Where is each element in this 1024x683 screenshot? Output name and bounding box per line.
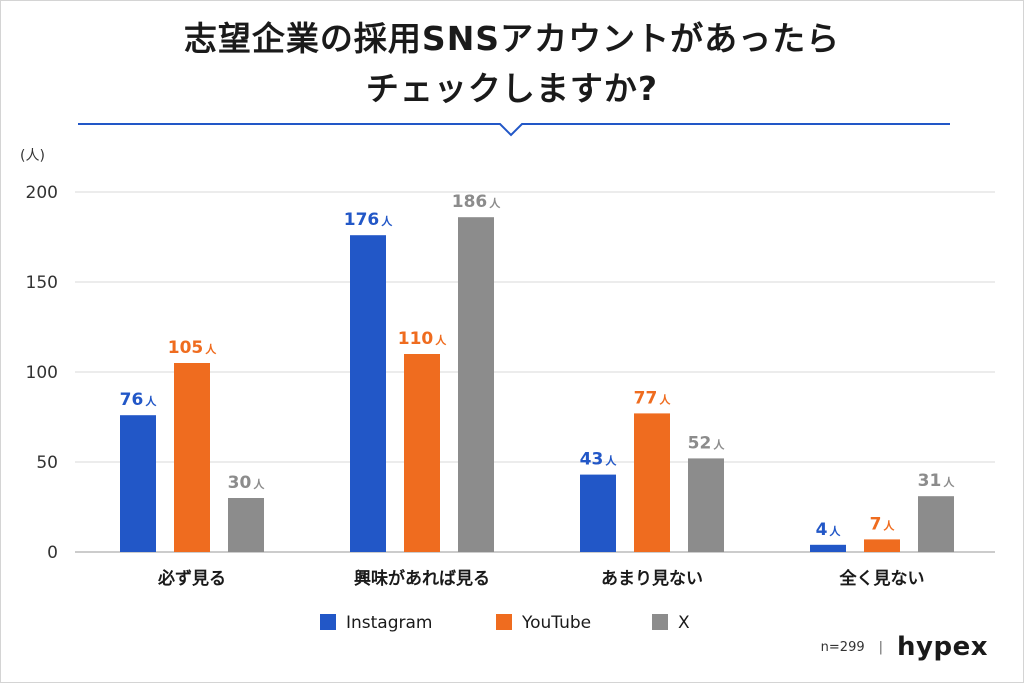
bar-x-2 xyxy=(688,458,724,552)
data-label-youtube-0: 105 人 xyxy=(168,338,218,358)
bar-instagram-1 xyxy=(350,235,386,552)
y-tick-label-200: 200 xyxy=(26,183,58,203)
title-line-1: 志望企業の採用SNSアカウントがあったら xyxy=(183,19,841,58)
bar-youtube-0 xyxy=(174,363,210,552)
y-tick-label-100: 100 xyxy=(26,363,58,383)
legend-label-x: X xyxy=(678,613,690,633)
bar-youtube-1 xyxy=(404,354,440,552)
legend-swatch-instagram xyxy=(320,614,336,630)
chart-title: 志望企業の採用SNSアカウントがあったら チェックしますか? xyxy=(0,14,1024,114)
bar-youtube-2 xyxy=(634,413,670,552)
data-label-instagram-0: 76 人 xyxy=(120,390,158,410)
brand-logo: hypex xyxy=(897,632,988,662)
data-label-x-2: 52 人 xyxy=(688,433,726,453)
bar-instagram-3 xyxy=(810,544,846,552)
bar-x-0 xyxy=(228,498,264,552)
bar-instagram-0 xyxy=(120,415,156,552)
data-label-x-1: 186 人 xyxy=(452,192,502,212)
bar-x-3 xyxy=(918,496,954,552)
y-tick-label-0: 0 xyxy=(47,543,58,563)
data-label-x-0: 30 人 xyxy=(228,473,266,493)
data-label-x-3: 31 人 xyxy=(918,471,956,491)
title-divider xyxy=(78,123,950,137)
legend-swatch-x xyxy=(652,614,668,630)
x-category-label-0: 必ず見る xyxy=(157,568,226,589)
y-axis-unit: (人) xyxy=(20,148,45,164)
bar-x-1 xyxy=(458,217,494,552)
data-label-instagram-2: 43 人 xyxy=(580,450,618,470)
data-label-youtube-1: 110 人 xyxy=(398,329,448,349)
legend-swatch-youtube xyxy=(496,614,512,630)
bar-instagram-2 xyxy=(580,474,616,552)
title-line-2: チェックしますか? xyxy=(365,69,659,108)
data-label-instagram-1: 176 人 xyxy=(344,210,394,230)
x-category-label-3: 全く見ない xyxy=(839,568,925,589)
y-tick-label-50: 50 xyxy=(36,453,58,473)
sample-size: n=299 xyxy=(820,639,865,655)
footer-separator: | xyxy=(878,639,884,655)
data-label-youtube-2: 77 人 xyxy=(634,388,672,408)
y-tick-label-150: 150 xyxy=(26,273,58,293)
x-category-label-2: あまり見ない xyxy=(601,569,703,589)
legend-label-youtube: YouTube xyxy=(521,613,591,633)
footer: n=299 | hypex xyxy=(821,632,988,662)
bar-youtube-3 xyxy=(864,539,900,552)
x-category-label-1: 興味があれば見る xyxy=(354,568,490,589)
legend-label-instagram: Instagram xyxy=(346,613,433,633)
